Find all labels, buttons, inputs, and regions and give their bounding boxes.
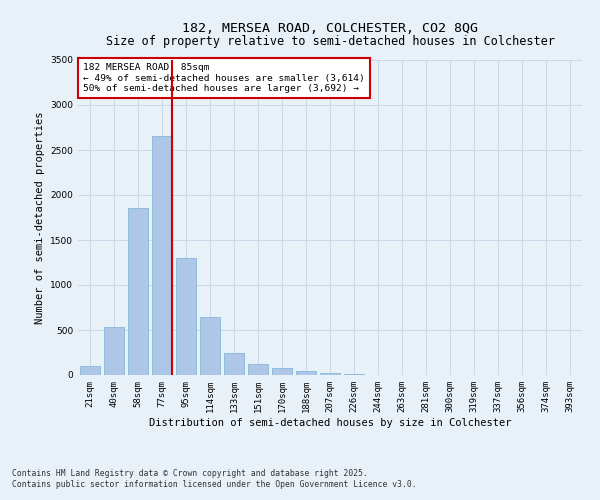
Bar (272, 368, 292, 375)
Bar (248, 364, 268, 375)
Bar (344, 374, 364, 375)
Text: 182 MERSEA ROAD: 85sqm
← 49% of semi-detached houses are smaller (3,614)
50% of : 182 MERSEA ROAD: 85sqm ← 49% of semi-det… (83, 63, 365, 93)
Bar (296, 370, 316, 375)
X-axis label: Distribution of semi-detached houses by size in Colchester: Distribution of semi-detached houses by … (149, 418, 511, 428)
Text: 182, MERSEA ROAD, COLCHESTER, CO2 8QG: 182, MERSEA ROAD, COLCHESTER, CO2 8QG (182, 22, 478, 36)
Bar (224, 352, 244, 375)
Text: Contains HM Land Registry data © Crown copyright and database right 2025.: Contains HM Land Registry data © Crown c… (12, 468, 368, 477)
Text: Size of property relative to semi-detached houses in Colchester: Size of property relative to semi-detach… (106, 35, 554, 48)
Bar (152, 136, 172, 375)
Bar (80, 366, 100, 375)
Bar (128, 208, 148, 375)
Bar (176, 258, 196, 375)
Y-axis label: Number of semi-detached properties: Number of semi-detached properties (35, 112, 44, 324)
Bar (320, 373, 340, 375)
Text: Contains public sector information licensed under the Open Government Licence v3: Contains public sector information licen… (12, 480, 416, 489)
Bar (104, 328, 124, 375)
Bar (200, 316, 220, 375)
